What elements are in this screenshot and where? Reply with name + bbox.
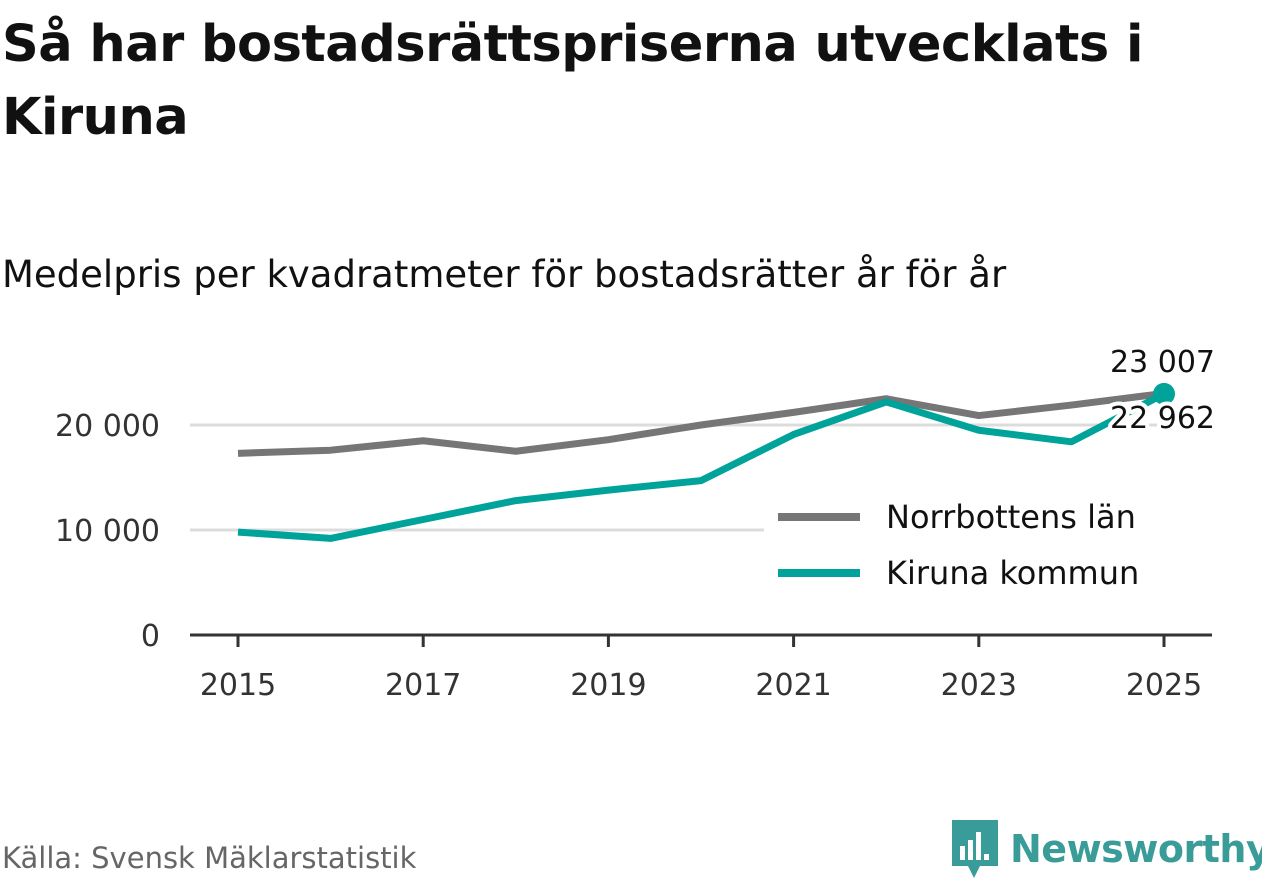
series-line-norrbotten [237,389,1165,457]
y-tick-label: 0 [141,619,160,654]
x-tick-label: 2023 [941,668,1017,703]
chart-subtitle: Medelpris per kvadratmeter för bostadsrä… [2,253,1007,296]
legend-label-norrbotten: Norrbottens län [886,498,1136,536]
series-line-kiruna [237,390,1166,542]
y-tick-label: 10 000 [55,514,160,549]
end-label-kiruna: 22 962 [1110,401,1215,436]
x-tick-label: 2017 [385,668,461,703]
x-tick-label: 2021 [755,668,831,703]
end-label-halo: 23 007 [1110,345,1215,380]
newsworthy-icon [952,820,998,878]
x-tick-label: 2025 [1126,668,1202,703]
x-tick-label: 2015 [200,668,276,703]
end-label-halo: 22 962 [1110,401,1215,436]
end-label-norrbotten: 23 007 [1110,345,1215,380]
brand-logo: Newsworthy [950,818,1262,880]
chart-title: Så har bostadsrättspriserna utvecklats i… [2,15,1144,147]
end-marker-kiruna [1153,382,1175,405]
source-note: Källa: Svensk Mäklarstatistik [2,841,417,875]
line-chart: 0 10 000 20 000 2015 2017 2019 2021 2023 2025 23 … [55,341,1219,703]
brand-name: Newsworthy [1010,827,1262,871]
x-tick-label: 2019 [570,668,646,703]
legend-background [764,490,1212,600]
legend-label-kiruna: Kiruna kommun [886,554,1139,592]
y-tick-label: 20 000 [55,409,160,444]
